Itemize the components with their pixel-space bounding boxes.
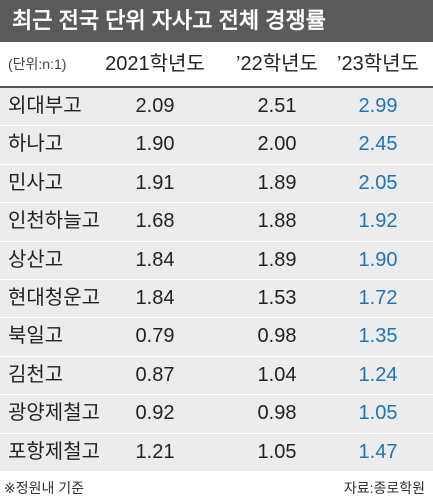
rate-value: 1.04 <box>257 363 297 386</box>
header-row: (단위:n:1) 2021학년도 ’22학년도 ’23학년도 <box>0 42 433 88</box>
table-row: 민사고 1.91 1.89 2.05 <box>0 164 433 204</box>
rate-value: 1.91 <box>135 171 175 194</box>
rate-value: 2.00 <box>257 133 297 156</box>
rate-value: 1.72 <box>358 286 398 309</box>
rate-value: 0.92 <box>135 402 175 425</box>
rate-value: 1.84 <box>135 286 175 309</box>
column-header: ’23학년도 <box>337 53 419 75</box>
school-name: 현대청운고 <box>8 286 100 309</box>
rate-value: 2.99 <box>358 95 398 117</box>
rate-value: 1.68 <box>135 210 175 233</box>
column-header: ’22학년도 <box>236 53 318 75</box>
rate-value: 1.21 <box>135 440 175 463</box>
rate-value: 1.24 <box>358 363 398 386</box>
rate-value: 1.90 <box>135 133 175 156</box>
rate-value: 1.92 <box>358 210 398 233</box>
title: 최근 전국 단위 자사고 전체 경쟁률 <box>0 0 433 42</box>
table-row: 인천하늘고 1.68 1.88 1.92 <box>0 203 433 242</box>
rate-value: 1.84 <box>135 248 175 271</box>
table-row: 포항제철고 1.21 1.05 1.47 <box>0 433 433 472</box>
table-row: 현대청운고 1.84 1.53 1.72 <box>0 279 433 319</box>
school-name: 외대부고 <box>8 95 82 117</box>
source: 자료:종로학원 <box>343 480 425 496</box>
table-row: 상산고 1.84 1.89 1.90 <box>0 241 433 280</box>
rate-value: 1.89 <box>257 248 297 271</box>
rate-value: 1.89 <box>257 171 297 194</box>
rate-value: 2.05 <box>358 171 398 194</box>
rate-value: 1.35 <box>358 325 398 348</box>
rate-value: 1.88 <box>257 210 297 233</box>
rate-value: 1.05 <box>257 440 297 463</box>
table-row: 김천고 0.87 1.04 1.24 <box>0 356 433 396</box>
school-name: 민사고 <box>8 171 64 194</box>
rate-value: 0.98 <box>257 325 297 348</box>
rate-value: 2.09 <box>135 95 175 117</box>
school-name: 상산고 <box>8 248 64 271</box>
rate-value: 0.79 <box>135 325 175 348</box>
table-row: 광양제철고 0.92 0.98 1.05 <box>0 395 433 434</box>
rate-value: 2.45 <box>358 133 398 156</box>
column-header: 2021학년도 <box>105 53 205 75</box>
table-row: 북일고 0.79 0.98 1.35 <box>0 318 433 357</box>
rate-value: 1.90 <box>358 248 398 271</box>
rate-value: 0.98 <box>257 402 297 425</box>
table-row: 하나고 1.90 2.00 2.45 <box>0 126 433 165</box>
table-row: 외대부고 2.09 2.51 2.99 <box>0 88 433 127</box>
rate-value: 1.53 <box>257 286 297 309</box>
school-name: 인천하늘고 <box>8 210 100 233</box>
rate-value: 0.87 <box>135 363 175 386</box>
rate-value: 2.51 <box>257 95 297 117</box>
school-name: 김천고 <box>8 363 64 386</box>
school-name: 북일고 <box>8 325 64 348</box>
unit: (단위:n:1) <box>8 56 67 72</box>
note: ※정원내 기준 <box>4 480 85 496</box>
rate-value: 1.05 <box>358 402 398 425</box>
school-name: 하나고 <box>8 133 64 156</box>
school-name: 포항제철고 <box>8 440 100 463</box>
rate-value: 1.47 <box>358 440 398 463</box>
school-name: 광양제철고 <box>8 402 100 425</box>
table-body: 외대부고 2.09 2.51 2.99 하나고 1.90 2.00 2.45 민사고 1.91 1.… <box>0 88 433 472</box>
